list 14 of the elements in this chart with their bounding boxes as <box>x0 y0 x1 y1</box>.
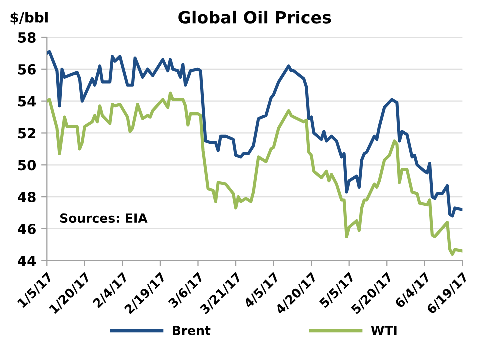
y-axis-title: $/bbl <box>10 12 48 25</box>
y-tick-label: 50 <box>18 160 36 171</box>
y-tick-label: 52 <box>18 128 36 139</box>
legend-label: Brent <box>173 326 211 336</box>
line-series <box>47 92 463 256</box>
y-tick-label: 56 <box>18 64 36 75</box>
y-tick-label: 58 <box>18 32 36 43</box>
y-tick-label: 54 <box>18 96 36 107</box>
y-tick-label: 48 <box>18 192 36 203</box>
y-tick-label: 44 <box>18 256 36 266</box>
annotation: Sources: EIA <box>60 214 148 224</box>
y-tick-label: 46 <box>18 224 36 234</box>
legend-label: WTI <box>371 326 397 336</box>
chart-title: Global Oil Prices <box>178 10 332 24</box>
